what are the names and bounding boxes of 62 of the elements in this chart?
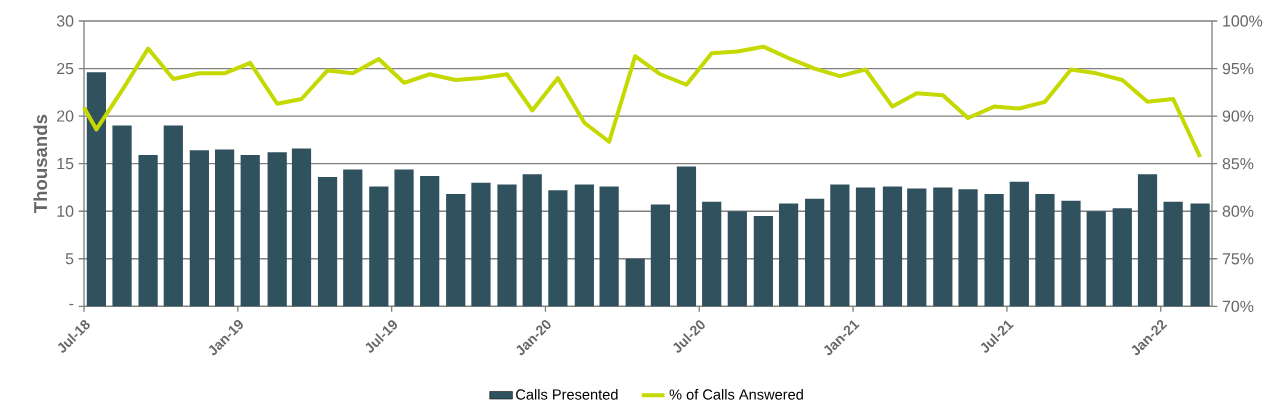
y2-tick-label: 70% — [1222, 300, 1254, 312]
y-tick-label: 25 — [57, 62, 74, 75]
bar — [727, 211, 747, 307]
bar — [1009, 181, 1029, 307]
bar — [1086, 211, 1106, 307]
y-tick-label: 20 — [57, 110, 74, 122]
y2-tick-label: 75% — [1222, 253, 1254, 265]
bar — [907, 188, 927, 307]
bar — [163, 125, 183, 307]
bar — [343, 169, 363, 307]
y-tick-label: 30 — [56, 15, 74, 27]
bar — [138, 155, 158, 307]
bar — [778, 203, 799, 307]
y-tick-label: 10 — [57, 205, 74, 217]
bar — [86, 72, 107, 307]
bar — [1137, 174, 1158, 307]
bar — [855, 187, 876, 307]
bar — [882, 186, 903, 307]
bar — [522, 174, 542, 307]
bar — [420, 176, 440, 307]
legend-label: % of Calls Answered — [669, 388, 803, 400]
bar — [189, 150, 209, 307]
y-tick-label: 5 — [65, 253, 74, 265]
bar — [625, 258, 645, 307]
y2-tick-label: 100% — [1223, 15, 1263, 27]
bar — [1190, 203, 1210, 307]
y-axis-title: Thousands — [33, 114, 48, 214]
bar — [599, 186, 619, 307]
legend-label: Calls Presented — [516, 388, 618, 400]
bar — [933, 187, 953, 307]
bar — [958, 189, 978, 307]
bar — [753, 215, 773, 307]
y-tick-label: 15 — [57, 158, 74, 170]
bar — [676, 166, 697, 307]
bar — [267, 152, 287, 307]
bar — [650, 204, 671, 307]
bar — [291, 148, 312, 307]
bar — [112, 125, 132, 307]
bar — [1035, 194, 1055, 307]
y2-tick-label: 90% — [1222, 110, 1254, 122]
bar — [1112, 208, 1132, 307]
bar — [214, 149, 235, 307]
bar — [1163, 201, 1183, 307]
bar — [394, 169, 414, 307]
y2-tick-label: 80% — [1222, 205, 1254, 217]
bar — [317, 176, 338, 307]
bar — [984, 194, 1004, 307]
line-series — [82, 44, 1203, 160]
bar — [446, 194, 466, 307]
bar — [830, 184, 850, 307]
bar — [497, 184, 517, 307]
y2-tick-label: 85% — [1222, 158, 1254, 170]
bar — [548, 190, 568, 307]
bar — [1061, 200, 1081, 307]
bar — [471, 182, 491, 307]
bar — [369, 186, 389, 307]
bar — [702, 201, 722, 307]
bar — [240, 155, 260, 307]
bar — [805, 198, 825, 307]
bar — [574, 184, 594, 307]
y2-tick-label: 95% — [1222, 62, 1254, 75]
y-tick-label: - — [69, 303, 74, 306]
